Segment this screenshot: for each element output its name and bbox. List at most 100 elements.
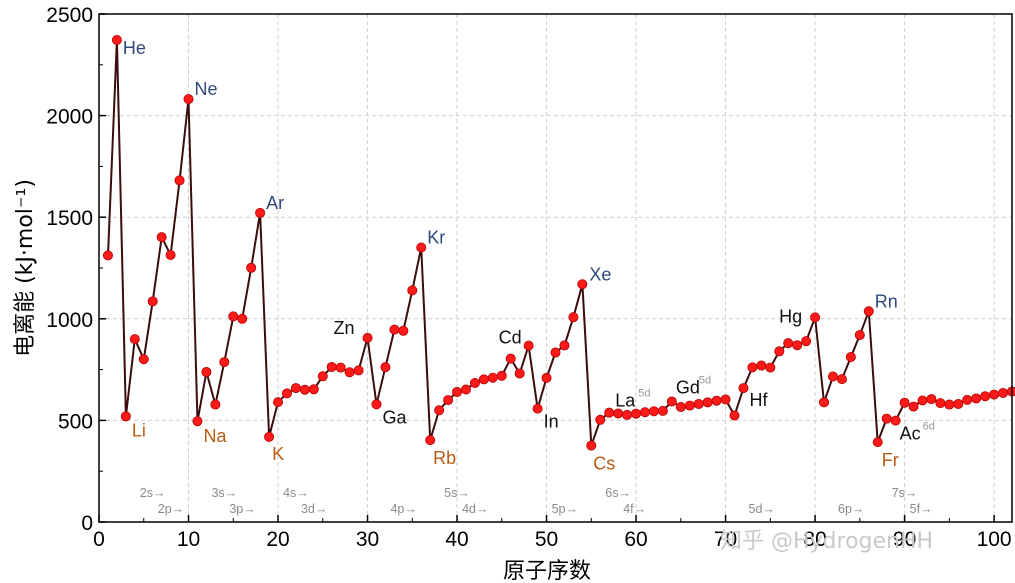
data-point [425, 435, 436, 446]
data-point [281, 388, 292, 399]
data-point [980, 391, 991, 402]
annotation-xe: Xe [589, 264, 611, 284]
annotation-ac-orbital: 6d [923, 421, 935, 433]
annotation-la: La [615, 391, 636, 411]
orbital-label: 5d→ [749, 502, 775, 516]
grid-lines [99, 14, 1012, 522]
y-tick-label: 0 [81, 512, 93, 535]
data-point [183, 94, 194, 105]
annotation-fr: Fr [882, 450, 899, 470]
data-point [845, 352, 856, 363]
data-point [219, 357, 230, 368]
y-tick-label: 1000 [46, 309, 93, 332]
data-points [102, 35, 1015, 451]
data-point [971, 393, 982, 404]
data-point [514, 368, 525, 379]
x-axis-title: 原子序数 [503, 559, 591, 583]
orbital-labels: 2s→ 2p→ 3s→ 3p→ 4s→ 3d→ 4p→ 5s→ 4d→ 5p→ 6s→ 4f→ 5d→ 6… [140, 486, 933, 516]
x-tick-label: 20 [266, 528, 289, 551]
orbital-label: 4s→ [283, 486, 309, 500]
orbital-label: 3s→ [211, 486, 237, 500]
data-point [478, 374, 489, 385]
orbital-label: 5p→ [552, 502, 578, 516]
data-point [299, 384, 310, 395]
data-point [765, 362, 776, 373]
data-point [550, 347, 561, 358]
annotation-li: Li [132, 420, 146, 440]
data-point [228, 311, 239, 322]
orbital-label: 3p→ [229, 502, 255, 516]
data-point [622, 409, 633, 420]
data-point [657, 405, 668, 416]
x-axis-ticks: 0 10 20 30 40 50 60 70 80 90 100 [93, 515, 1012, 551]
data-point [308, 384, 319, 395]
data-point [255, 207, 266, 218]
orbital-label: 2p→ [158, 502, 184, 516]
data-point [908, 401, 919, 412]
annotation-rn: Rn [875, 291, 898, 311]
annotation-gd: Gd [676, 378, 700, 398]
data-point [452, 386, 463, 397]
data-point [1007, 386, 1015, 397]
series-line [107, 39, 1013, 446]
data-point [738, 383, 749, 394]
data-point [962, 394, 973, 405]
data-point [926, 394, 937, 405]
data-point [577, 279, 588, 290]
data-point [362, 332, 373, 343]
x-tick-label: 50 [535, 528, 558, 551]
data-point [165, 249, 176, 260]
data-point [129, 334, 140, 345]
annotation-la-orbital: 5d [638, 388, 650, 400]
data-point [693, 398, 704, 409]
y-tick-label: 500 [58, 410, 93, 433]
orbital-label: 3d→ [301, 502, 327, 516]
data-point [935, 398, 946, 409]
x-tick-label: 100 [977, 528, 1012, 551]
orbital-label: 6s→ [605, 486, 631, 500]
data-point [541, 372, 552, 383]
x-tick-label: 40 [445, 528, 468, 551]
annotation-ar: Ar [266, 193, 284, 213]
data-point [792, 340, 803, 351]
data-point [702, 397, 713, 408]
data-point [559, 340, 570, 351]
data-point [774, 346, 785, 357]
data-point [443, 395, 454, 406]
data-point [595, 414, 606, 425]
annotation-kr: Kr [427, 227, 445, 247]
data-point [801, 336, 812, 347]
data-point [953, 398, 964, 409]
x-tick-label: 30 [356, 528, 379, 551]
orbital-label: 2s→ [140, 486, 166, 500]
annotation-k: K [272, 444, 284, 464]
data-point [505, 353, 516, 364]
data-point [335, 362, 346, 373]
data-point [998, 387, 1009, 398]
annotation-ne: Ne [195, 79, 218, 99]
data-point [675, 401, 686, 412]
data-point [989, 389, 1000, 400]
data-point [371, 399, 382, 410]
data-point [783, 338, 794, 349]
x-tick-label: 70 [714, 528, 737, 551]
data-point [317, 371, 328, 382]
data-point [854, 330, 865, 341]
annotation-gd-orbital: 5d [699, 375, 711, 387]
y-axis-title: 电离能 (kJ·mol⁻¹) [13, 179, 38, 357]
data-point [917, 395, 928, 406]
data-point [290, 383, 301, 394]
data-point [398, 325, 409, 336]
data-point [192, 416, 203, 427]
orbital-label: 4d→ [462, 502, 488, 516]
data-point [827, 371, 838, 382]
data-point [138, 354, 149, 365]
data-point [872, 437, 883, 448]
data-point [496, 370, 507, 381]
data-point [102, 250, 113, 261]
orbital-label: 4p→ [390, 502, 416, 516]
data-point [487, 372, 498, 383]
data-point [156, 232, 167, 243]
